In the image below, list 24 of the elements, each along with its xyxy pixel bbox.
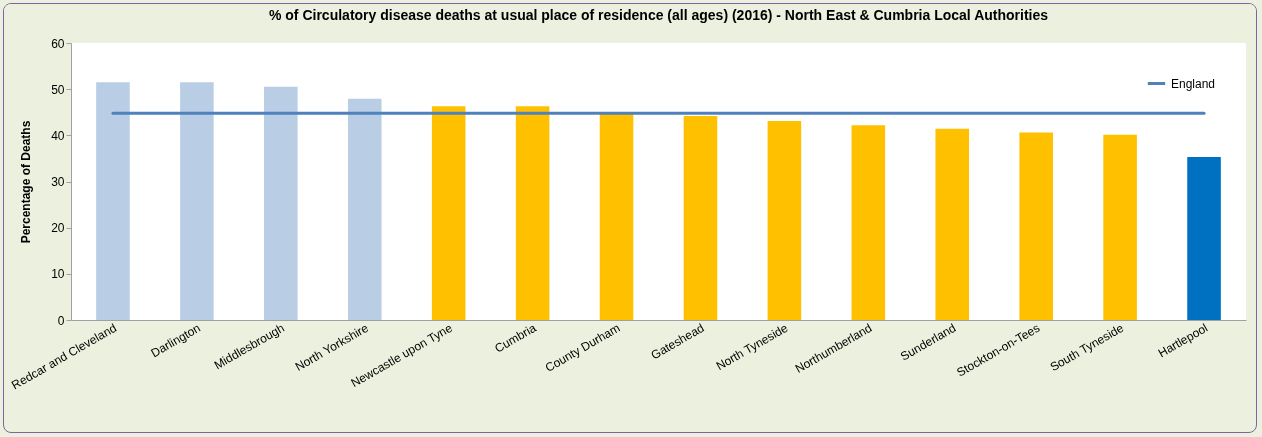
bar [683, 115, 718, 320]
y-axis-title: Percentage of Deaths [19, 120, 34, 244]
bar [1019, 132, 1053, 320]
bar [767, 121, 802, 320]
bar [96, 82, 130, 320]
chart-title: % of Circulatory disease deaths at usual place of residence (all ages) (2016) - North East & Cumbria Local Authorities [268, 7, 1049, 23]
y-tick-label: 50 [51, 82, 65, 97]
bar [1187, 157, 1221, 320]
y-tick-label: 40 [51, 128, 65, 143]
bar [431, 106, 466, 320]
bar [180, 82, 214, 320]
bar [347, 98, 382, 320]
y-tick-label: 10 [51, 267, 65, 282]
y-tick-label: 60 [51, 36, 65, 51]
bar [851, 125, 886, 320]
bar [515, 106, 550, 320]
bar [264, 86, 298, 320]
bar [1103, 134, 1137, 320]
y-tick-label: 0 [57, 313, 65, 328]
bar [599, 113, 634, 320]
y-tick-label: 20 [51, 221, 65, 236]
y-tick-label: 30 [51, 175, 65, 189]
legend-label: England [1171, 76, 1216, 91]
bar [935, 128, 970, 320]
